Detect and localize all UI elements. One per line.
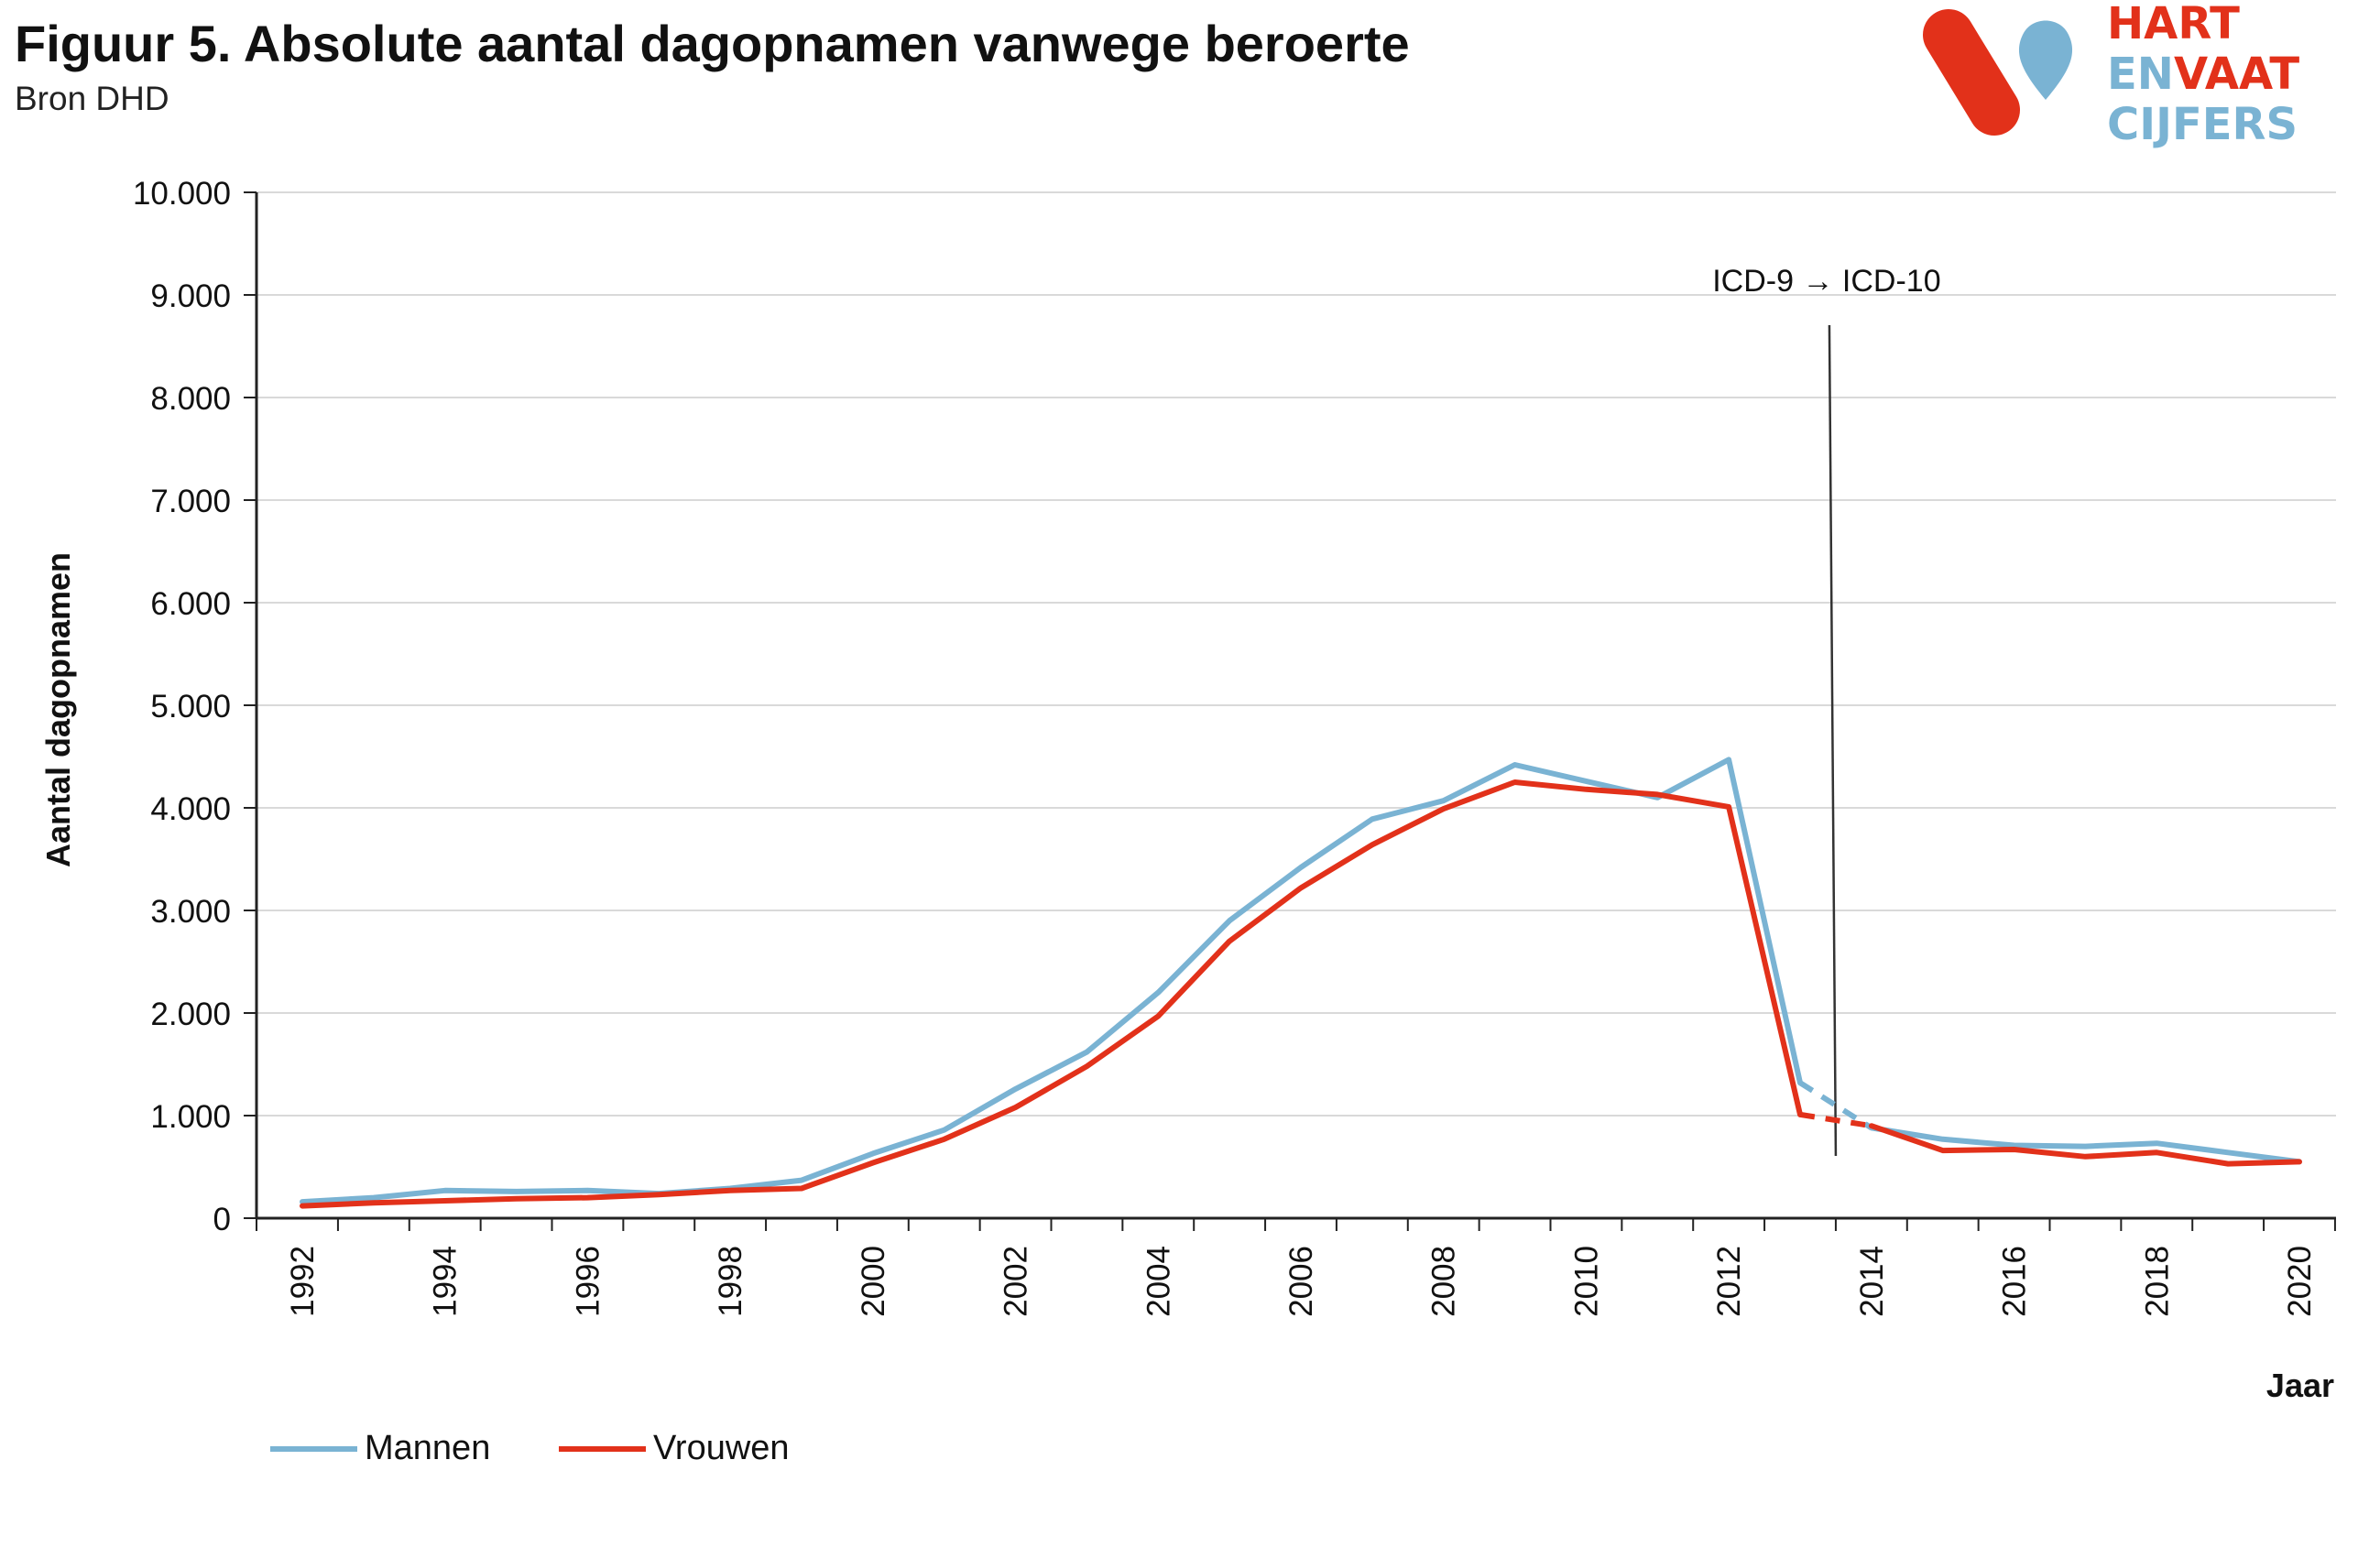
x-tick-label: 2000 bbox=[856, 1246, 891, 1317]
legend-swatch-vrouwen bbox=[559, 1445, 646, 1452]
series-line-mannen bbox=[300, 757, 1803, 1205]
logo-text-vaat: VAAT bbox=[2174, 49, 2299, 100]
y-tick-label: 3.000 bbox=[150, 894, 231, 930]
y-tick-label: 0 bbox=[213, 1202, 231, 1237]
y-tick-labels: 0 1.000 2.000 3.000 4.000 5.000 6.000 7.000 8.00… bbox=[133, 176, 231, 1237]
series-line-vrouwen bbox=[300, 779, 1803, 1209]
x-tick-labels: 1992 1994 1996 1998 2000 2002 2004 2006 2008 2010… bbox=[285, 1246, 2318, 1317]
logo-text-en: EN bbox=[2107, 49, 2174, 100]
icd-annotation: ICD-9 → ICD-10 bbox=[1712, 264, 1941, 1157]
x-tick-label: 1996 bbox=[570, 1246, 606, 1317]
y-tick-label: 10.000 bbox=[133, 176, 231, 212]
y-tick-label: 8.000 bbox=[150, 381, 231, 417]
x-tick-label: 2006 bbox=[1283, 1246, 1319, 1317]
x-tick-label: 2016 bbox=[1997, 1246, 2033, 1317]
x-tick-label: 1994 bbox=[428, 1246, 464, 1317]
x-tick-label: 2018 bbox=[2139, 1246, 2175, 1317]
y-tick-label: 2.000 bbox=[150, 997, 231, 1032]
y-tick-label: 6.000 bbox=[150, 586, 231, 622]
series-lines bbox=[300, 757, 2302, 1209]
x-tick-label: 2014 bbox=[1854, 1246, 1890, 1317]
legend-item-mannen: Mannen bbox=[270, 1429, 490, 1468]
logo-blue-drop-icon bbox=[2018, 20, 2073, 100]
y-tick-label: 5.000 bbox=[150, 689, 231, 724]
hart-en-vaat-cijfers-logo: HART ENVAAT CIJFERS bbox=[1923, 0, 2299, 150]
x-tick-label: 2004 bbox=[1141, 1246, 1176, 1317]
y-tick-label: 9.000 bbox=[150, 278, 231, 314]
axes bbox=[244, 191, 2336, 1231]
x-tick-label: 1992 bbox=[285, 1246, 321, 1317]
svg-text:ENVAAT: ENVAAT bbox=[2107, 49, 2299, 100]
legend-label-mannen: Mannen bbox=[365, 1429, 491, 1467]
chart-title: Figuur 5. Absolute aantal dagopnamen van… bbox=[15, 15, 1410, 72]
chart-header: Figuur 5. Absolute aantal dagopnamen van… bbox=[15, 11, 1410, 121]
chart-source: Bron DHD bbox=[15, 80, 169, 117]
y-tick-label: 1.000 bbox=[150, 1099, 231, 1135]
x-tick-label: 2010 bbox=[1568, 1246, 1604, 1317]
annotation-line bbox=[1828, 324, 1838, 1157]
legend-label-vrouwen: Vrouwen bbox=[653, 1429, 790, 1467]
series-dashed-segment-mannen bbox=[1798, 1080, 1873, 1130]
x-axis-label: Jaar bbox=[2266, 1367, 2334, 1404]
y-axis-label: Aantal dagopnamen bbox=[39, 552, 77, 867]
logo-text-cijfers: CIJFERS bbox=[2107, 99, 2298, 150]
logo-red-pill-icon bbox=[1923, 9, 2020, 136]
x-tick-label: 2020 bbox=[2282, 1246, 2318, 1317]
legend-item-vrouwen: Vrouwen bbox=[559, 1429, 790, 1468]
y-tick-label: 4.000 bbox=[150, 791, 231, 827]
x-tick-label: 2008 bbox=[1426, 1246, 1462, 1317]
y-tick-label: 7.000 bbox=[150, 484, 231, 519]
annotation-label: ICD-9 → ICD-10 bbox=[1712, 264, 1940, 299]
x-tick-label: 1998 bbox=[713, 1246, 748, 1317]
x-tick-label: 2012 bbox=[1711, 1246, 1747, 1317]
x-tick-label: 2002 bbox=[999, 1246, 1034, 1317]
logo-text-hart: HART bbox=[2107, 0, 2240, 49]
gridlines bbox=[257, 191, 2336, 1117]
series-dashed-segment-vrouwen bbox=[1799, 1111, 1872, 1129]
legend-swatch-mannen bbox=[270, 1445, 357, 1452]
